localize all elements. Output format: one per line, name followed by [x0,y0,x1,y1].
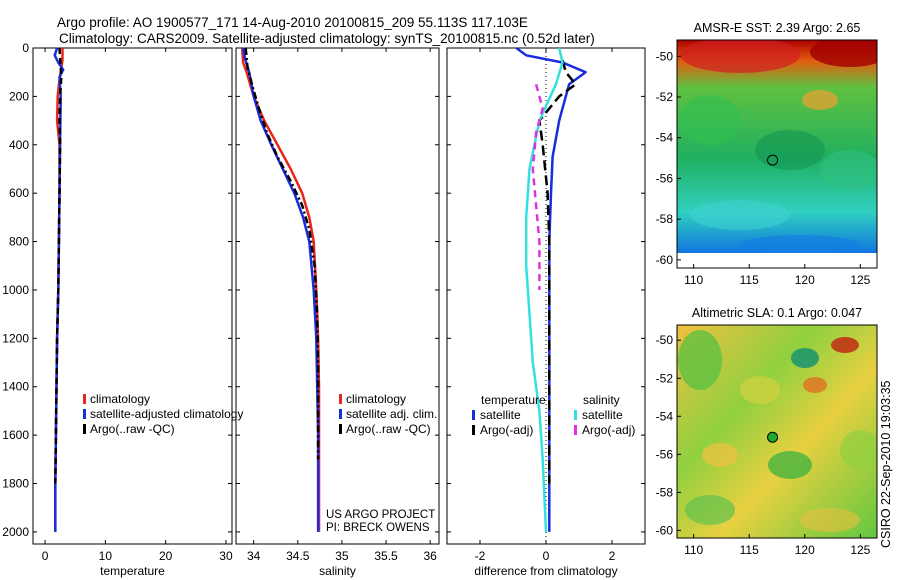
legend-swatch [472,425,475,435]
y-tick-label: 2000 [2,525,29,539]
x-tick-label: 30 [219,549,233,563]
legend-swatch [574,410,577,420]
x-tick-label: 34 [247,549,261,563]
temperature-panel: 0 10 20 30 temperature 0 200 400 600 800 1000 1200 1… [2,41,243,578]
sst-map-axes: 110 115 120 125 -50 -52 -54 -56 -58 -60 [656,49,871,287]
map-y-tick-label: -54 [656,131,674,145]
panel-frame [235,47,440,545]
legend-label: satellite [480,408,521,422]
legend-label: satellite adj. clim. [346,407,437,421]
legend-title-salinity: salinity [583,393,620,407]
legend-swatch [83,424,86,434]
x-tick-label: 0 [543,549,550,563]
map-y-tick-label: -54 [656,409,674,423]
legend-swatch [83,409,86,419]
x-tick-label: 10 [99,549,113,563]
legend-swatch [472,410,475,420]
y-tick-label: 1400 [2,380,29,394]
x-tick-label: 36 [423,549,437,563]
series-line-temperature-argo-adj- [538,59,577,484]
x-tick-label: -2 [475,549,486,563]
map-y-tick-label: -52 [656,371,674,385]
map-y-tick-label: -50 [656,333,674,347]
map-x-tick-label: 115 [740,543,759,557]
map-x-tick-label: 125 [850,273,870,287]
y-tick-label: 200 [9,89,29,103]
y-tick-label: 600 [9,186,29,200]
series-line-salinity-satellite [524,47,564,532]
y-tick-label: 400 [9,138,29,152]
map-y-tick-label: -56 [656,171,674,185]
map-y-tick-label: -50 [656,49,674,63]
x-tick-label: 2 [609,549,616,563]
map-x-tick-label: 120 [795,543,815,557]
legend-label: satellite-adjusted climatology [90,407,243,421]
argo-location-marker [767,154,779,166]
map-y-tick-label: -58 [656,485,674,499]
x-axis-label: salinity [319,564,356,578]
legend-label: climatology [90,392,150,406]
sla-map: Altimetric SLA: 0.1 Argo: 0.047 110 115 12… [656,306,878,557]
annotation-project: US ARGO PROJECT [326,509,435,521]
legend-label: Argo(..raw -QC) [90,422,175,436]
x-tick-label: 0 [42,549,49,563]
map-y-tick-label: -56 [656,447,674,461]
x-tick-label: 35 [335,549,349,563]
legend-swatch [339,424,342,434]
legend-label: Argo(..raw -QC) [346,422,431,436]
sla-map-axes: 110 115 120 125 -50 -52 -54 -56 -58 -60 [656,333,871,557]
sst-map-title: AMSR-E SST: 2.39 Argo: 2.65 [694,21,861,35]
sla-map-title: Altimetric SLA: 0.1 Argo: 0.047 [692,306,862,320]
map-y-tick-label: -52 [656,90,674,104]
y-tick-label: 1800 [2,477,29,491]
series-line-argo-raw-qc- [54,47,63,484]
y-tick-label: 1200 [2,331,29,345]
map-x-tick-label: 110 [684,273,703,287]
legend-title-temperature: temperature [481,393,546,407]
legend-swatch [83,394,86,404]
x-axis-label: difference from climatology [474,564,617,578]
legend-label: climatology [346,392,406,406]
x-axis-label: temperature [100,564,165,578]
map-x-tick-label: 120 [795,273,815,287]
series-line-salinity-argo-adj- [531,83,544,290]
annotation-pi: PI: BRECK OWENS [326,522,430,534]
map-x-tick-label: 110 [684,543,703,557]
legend-swatch [574,425,577,435]
y-tick-label: 0 [22,41,29,55]
series-line-argo-raw-qc- [244,47,320,460]
legend-swatch [339,394,342,404]
x-tick-label: 35.5 [374,549,398,563]
salinity-panel: 34 34.5 35 35.5 36 salinity climatologysatelli… [235,47,440,578]
y-tick-label: 1600 [2,428,29,442]
map-y-tick-label: -58 [656,212,674,226]
legend-label: satellite [582,408,623,422]
map-x-tick-label: 125 [850,543,870,557]
x-tick-label: 20 [159,549,173,563]
timestamp-watermark: CSIRO 22-Sep-2010 19:03:35 [879,380,893,548]
legend-swatch [339,409,342,419]
series-line-climatology [240,47,321,532]
y-tick-label: 1000 [2,283,29,297]
argo-location-marker [767,431,779,443]
panel-frame [32,47,233,545]
map-y-tick-label: -60 [656,253,674,267]
series-line-satellite-adj-clim- [241,47,320,532]
figure-title-line2: Climatology: CARS2009. Satellite-adjuste… [59,31,595,46]
figure-title-line1: Argo profile: AO 1900577_171 14-Aug-2010… [57,15,528,30]
legend-label: Argo(-adj) [480,423,533,437]
sst-map: AMSR-E SST: 2.39 Argo: 2.65 110 115 120 125… [656,21,878,287]
map-y-tick-label: -60 [656,523,674,537]
legend-label: Argo(-adj) [582,423,635,437]
y-tick-label: 800 [9,235,29,249]
x-tick-label: 34.5 [286,549,310,563]
map-x-tick-label: 115 [740,273,759,287]
